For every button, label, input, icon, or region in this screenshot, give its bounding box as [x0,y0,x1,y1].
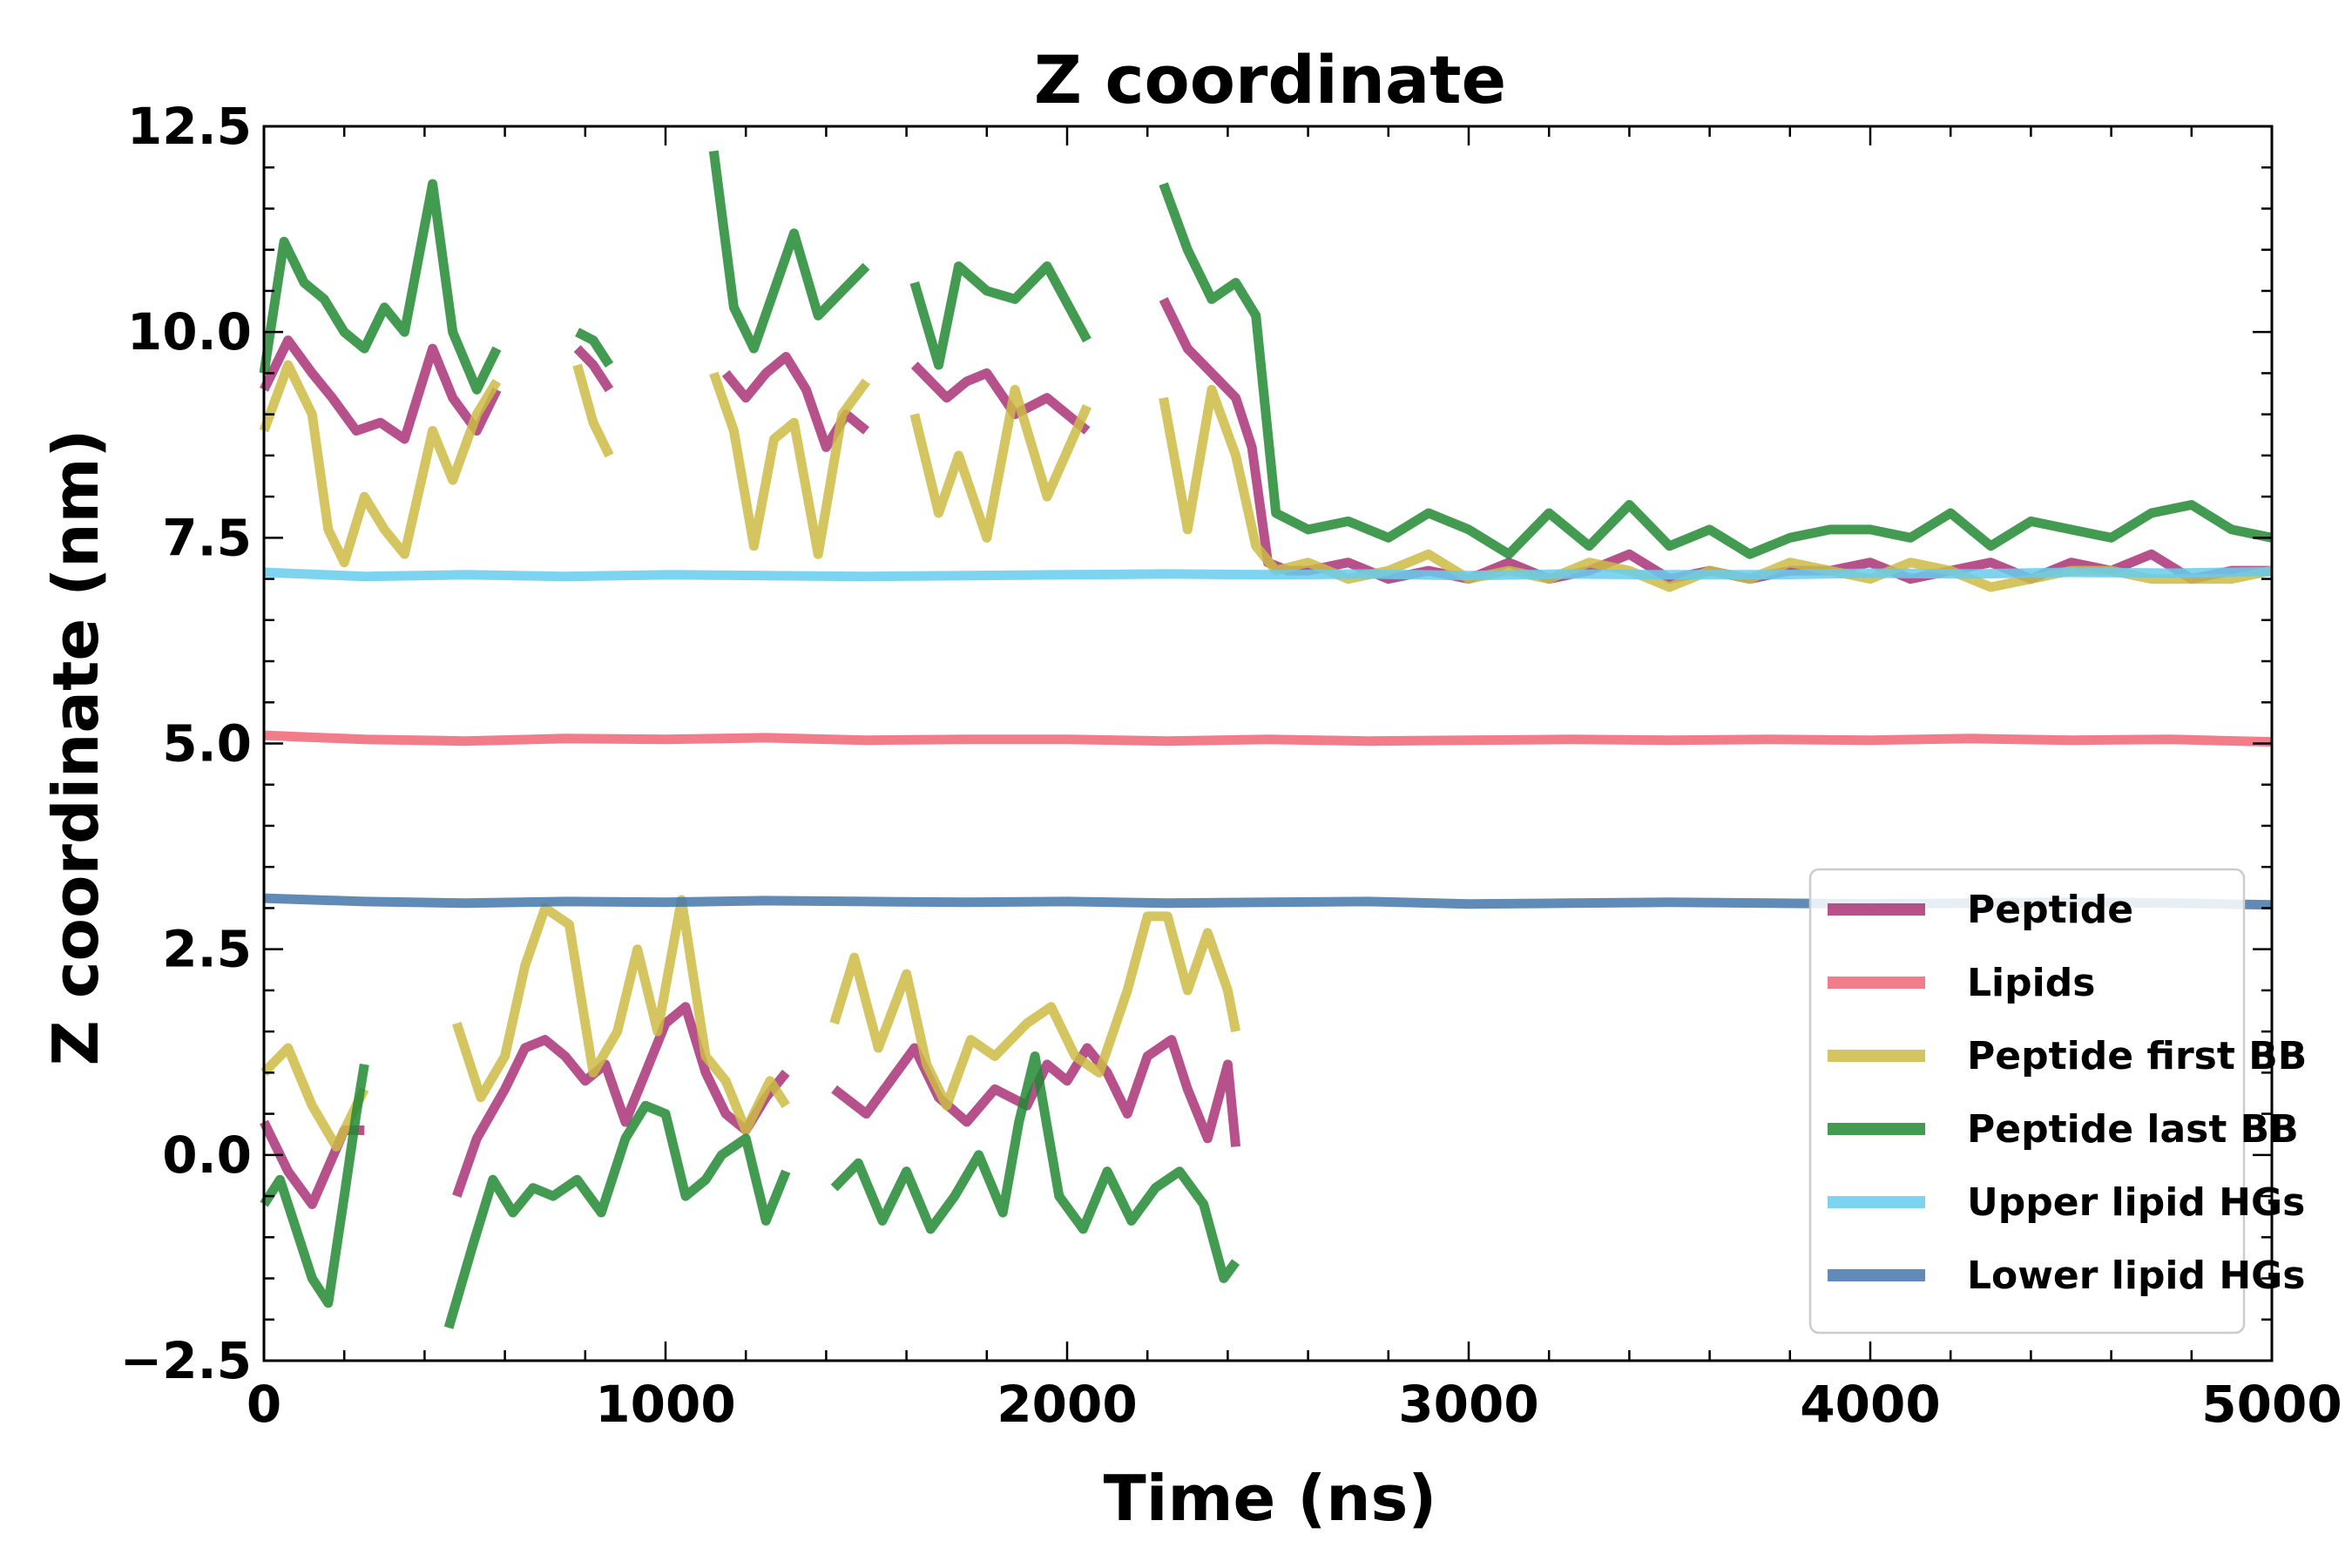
series-line-2-5 [260,1043,369,1152]
y-tick-labels: −2.5 0.0 2.5 5.0 7.5 10.0 12.5 [120,97,252,1390]
legend-label: Peptide [1967,888,2133,932]
series-line-2-6 [452,895,790,1135]
x-axis-label: Time (ns) [1104,1462,1437,1535]
x-tick-label: 2000 [997,1375,1137,1434]
y-tick-label: 10.0 [127,302,252,362]
series-line-3-0 [259,179,502,395]
y-tick-label: −2.5 [120,1331,252,1390]
y-tick-label: 2.5 [162,920,252,979]
y-tick-label: 5.0 [162,714,252,774]
series-line-2-0 [259,360,502,568]
x-tick-label: 4000 [1800,1375,1940,1434]
series-1 [263,730,2273,747]
series-line-3-4 [1159,182,2274,559]
axis-ticks [262,125,2274,1362]
legend-label: Peptide last BB [1967,1107,2299,1152]
legend-label: Peptide first BB [1967,1034,2307,1078]
x-tick-labels: 0 1000 2000 3000 4000 5000 [247,1375,2342,1434]
series-3 [259,150,2274,1329]
series-line-2-1 [572,363,614,458]
series-line-2-3 [909,384,1092,543]
y-tick-label: 7.5 [162,508,252,567]
series-line-3-6 [443,1100,791,1329]
series-line-0-1 [573,345,614,393]
legend-label: Upper lipid HGs [1967,1180,2305,1225]
series-line-2-2 [709,371,870,559]
series-line-2-7 [829,911,1240,1111]
series-4 [263,566,2273,582]
y-tick-label: 12.5 [127,97,252,156]
series-line-3-2 [708,150,870,354]
series-line-0-3 [910,362,1091,435]
x-tick-label: 5000 [2201,1375,2342,1434]
y-tick-label: 0.0 [162,1125,252,1185]
x-tick-label: 1000 [595,1375,735,1434]
series-line-3-1 [575,328,614,368]
y-axis-label: Z coordinate (nm) [39,429,112,1066]
x-tick-label: 0 [247,1375,281,1434]
series-line-0-0 [260,335,502,444]
series-line-2-4 [1159,384,2274,592]
series-line-3-3 [909,261,1092,370]
series-line-3-5 [260,1064,369,1308]
series-line-1-0 [263,730,2273,747]
series-line-0-7 [831,1035,1241,1147]
chart-title: Z coordinate [1034,41,1506,118]
series-line-0-6 [452,1002,790,1198]
legend-label: Lipids [1967,961,2095,1005]
legend: Peptide Lipids Peptide first BB Peptide las… [1808,868,2307,1335]
legend-label: Lower lipid HGs [1967,1254,2305,1298]
series-line-4-0 [263,566,2273,582]
x-tick-label: 3000 [1398,1375,1538,1434]
series-line-3-7 [830,1051,1240,1283]
